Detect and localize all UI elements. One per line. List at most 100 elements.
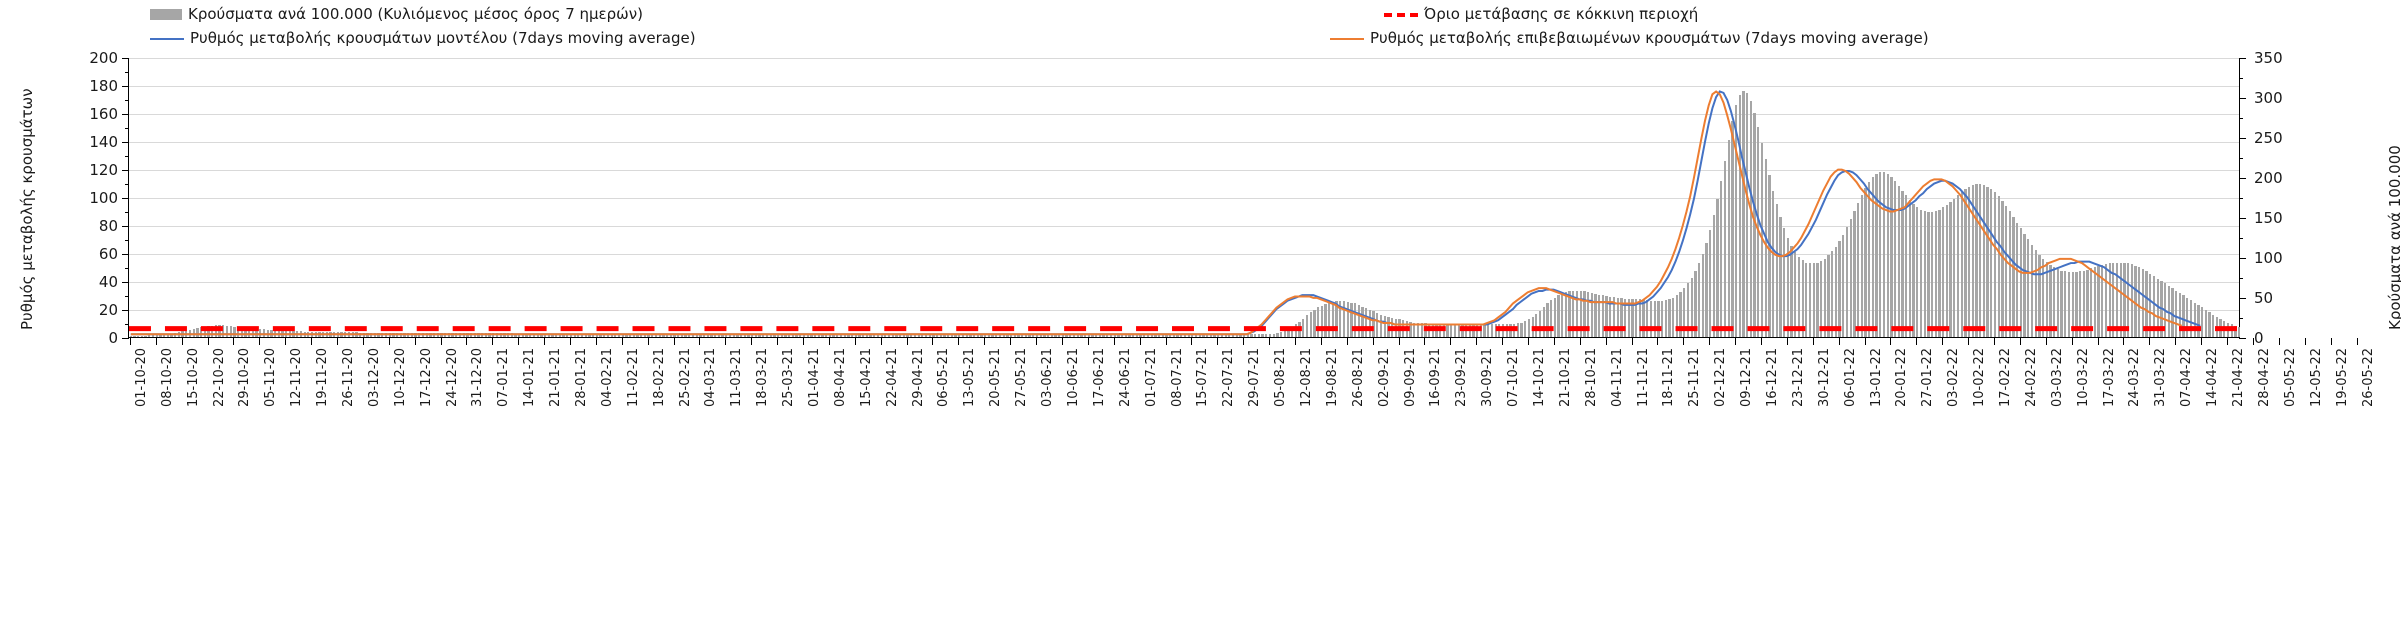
- bar: [821, 333, 824, 337]
- y-tick-right: [2239, 98, 2246, 99]
- bar: [1091, 333, 1094, 337]
- bar: [1176, 333, 1179, 337]
- x-axis-label: 03-12-20: [366, 348, 382, 408]
- bar: [1194, 333, 1198, 337]
- bar: [1727, 140, 1730, 337]
- bar: [1202, 333, 1205, 337]
- bar: [580, 333, 584, 337]
- bar: [1076, 333, 1079, 337]
- bar: [1856, 203, 1860, 337]
- bar: [1309, 312, 1312, 337]
- bar: [1087, 333, 1090, 337]
- bar: [1627, 298, 1630, 337]
- x-axis-label: 21-04-22: [2231, 348, 2247, 408]
- bar: [795, 333, 798, 337]
- x-axis-label: 06-01-22: [1842, 348, 1858, 408]
- bar: [658, 333, 661, 337]
- bar: [1694, 271, 1697, 337]
- bar: [599, 333, 602, 337]
- bar: [2208, 312, 2211, 337]
- x-tick: [570, 338, 571, 345]
- y-tick-left: [122, 338, 129, 339]
- legend-item-cases-bar[interactable]: Κρούσματα ανά 100.000 (Κυλιόμενος μέσος …: [150, 7, 643, 22]
- bar: [1923, 211, 1926, 337]
- bar: [910, 333, 913, 337]
- bar: [2108, 263, 2111, 337]
- bar: [1934, 211, 1937, 337]
- x-tick: [1994, 338, 1996, 345]
- bar: [776, 333, 780, 337]
- bar: [1679, 292, 1682, 337]
- orange-line-icon: [1330, 37, 1364, 40]
- bar: [728, 333, 732, 337]
- y-tick-right-minor: [2239, 158, 2243, 159]
- bar: [2041, 258, 2045, 337]
- bar: [839, 333, 843, 337]
- x-tick: [1346, 338, 1348, 345]
- x-axis-label: 02-09-21: [1376, 348, 1392, 408]
- bar: [1901, 190, 1904, 337]
- bar: [1316, 307, 1320, 337]
- bar: [1801, 260, 1804, 337]
- y-tick-right: [2239, 298, 2246, 299]
- bar: [1868, 181, 1871, 337]
- bar: [1135, 333, 1138, 337]
- bar: [1535, 313, 1538, 337]
- bar: [2064, 271, 2067, 337]
- x-axis-label: 01-10-20: [133, 348, 149, 408]
- bar: [1908, 200, 1912, 337]
- y-axis-left-label: 40: [98, 273, 118, 291]
- x-axis-label: 29-07-21: [1247, 348, 1263, 408]
- bar: [2049, 265, 2052, 337]
- y-axis-right-label: 350: [2254, 49, 2283, 67]
- y-tick-right: [2239, 178, 2246, 179]
- bar: [2104, 264, 2108, 337]
- bar: [1065, 333, 1068, 337]
- x-axis-label: 03-02-22: [1946, 348, 1962, 408]
- bar: [1549, 300, 1553, 337]
- legend-item-confirmed-rate[interactable]: Ρυθμός μεταβολής επιβεβαιωμένων κρουσμάτ…: [1330, 31, 1929, 46]
- bar: [1623, 298, 1627, 337]
- legend-item-model-rate[interactable]: Ρυθμός μεταβολής κρουσμάτων μοντέλου (7d…: [150, 31, 696, 46]
- bar: [1823, 258, 1826, 337]
- bar: [1172, 333, 1175, 337]
- bar: [850, 333, 854, 337]
- bar: [1516, 323, 1519, 337]
- bar: [2075, 272, 2078, 337]
- bar: [2119, 262, 2122, 337]
- bar: [1328, 302, 1331, 337]
- bar: [647, 333, 650, 337]
- x-axis-label: 17-12-20: [418, 348, 434, 408]
- bar: [695, 333, 698, 337]
- bar: [1235, 333, 1238, 337]
- bar: [1853, 211, 1856, 337]
- bar: [1986, 186, 1989, 337]
- bar: [1579, 290, 1582, 337]
- x-tick: [1527, 338, 1529, 345]
- legend-item-threshold[interactable]: Όριο μετάβασης σε κόκκινη περιοχή: [1384, 7, 1698, 22]
- bar: [196, 328, 199, 337]
- bar: [1805, 262, 1808, 337]
- x-tick: [336, 338, 338, 345]
- bar: [813, 333, 817, 337]
- bar: [721, 333, 724, 337]
- x-tick: [1010, 338, 1012, 345]
- bar: [2200, 307, 2204, 337]
- bar: [2004, 205, 2008, 337]
- x-tick: [1838, 338, 1840, 345]
- bar: [1124, 333, 1127, 337]
- bar: [858, 333, 861, 337]
- bar: [1161, 333, 1164, 337]
- bar: [1180, 333, 1183, 337]
- bar: [1945, 205, 1949, 337]
- y-tick-left-minor: [125, 296, 129, 297]
- bar: [1279, 332, 1283, 337]
- x-axis-label: 27-01-22: [1920, 348, 1936, 408]
- y-tick-right-minor: [2239, 278, 2243, 279]
- bar: [965, 333, 968, 337]
- bar: [1187, 333, 1190, 337]
- x-axis-label: 11-11-21: [1635, 348, 1651, 408]
- x-tick: [595, 338, 597, 345]
- x-tick: [1683, 338, 1685, 345]
- bar: [1764, 159, 1767, 337]
